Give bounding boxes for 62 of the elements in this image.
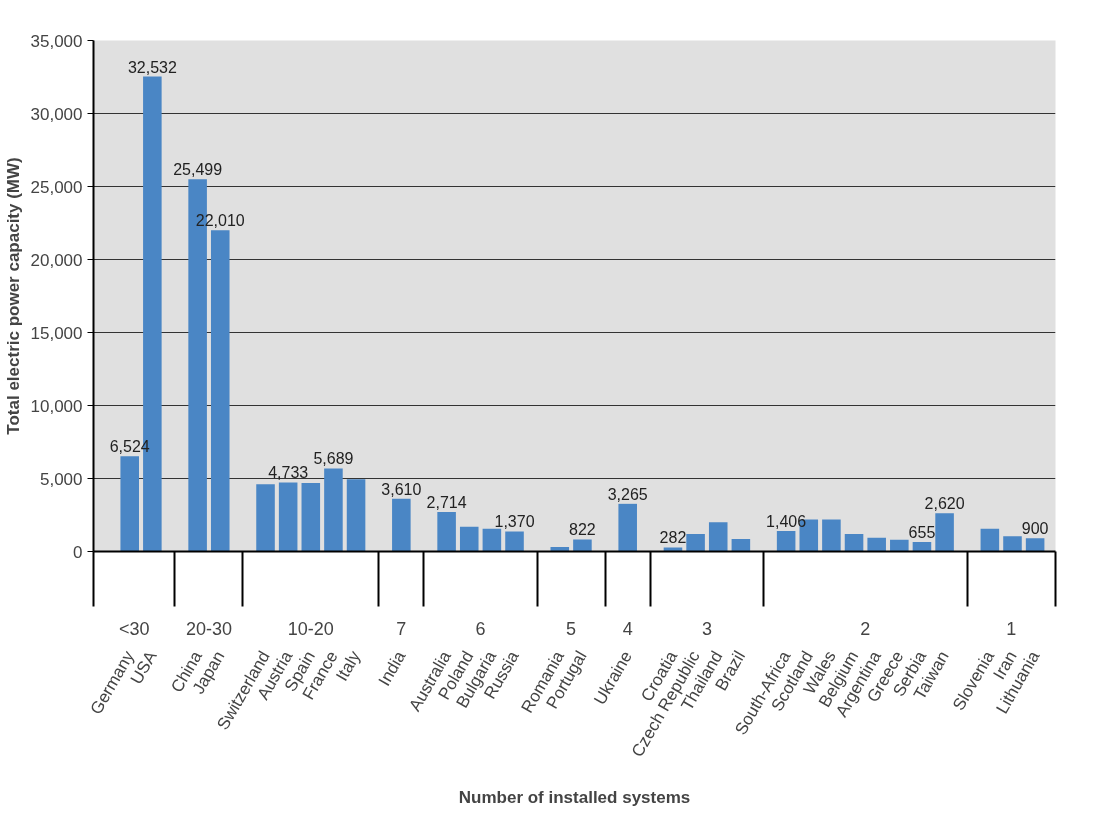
- y-tick-label: 10,000: [30, 396, 83, 416]
- text: 10-20: [287, 618, 334, 639]
- data-label: 5,689: [313, 450, 354, 468]
- text: 4: [622, 618, 633, 639]
- text: 3: [701, 618, 712, 639]
- bar: [708, 522, 728, 552]
- text: 20-30: [185, 618, 232, 639]
- bar: [505, 531, 524, 552]
- bar: [867, 537, 886, 552]
- y-tick-label: 5,000: [39, 469, 83, 489]
- bar: [912, 541, 932, 552]
- text: 5: [566, 618, 577, 639]
- y-tick-label: 25,000: [30, 177, 83, 197]
- bar: [459, 526, 479, 552]
- data-label: 3,265: [607, 485, 648, 503]
- text: 7: [396, 618, 407, 639]
- data-label: 32,532: [127, 58, 177, 76]
- bar: [278, 482, 298, 552]
- bar: [663, 547, 683, 552]
- data-label: 655: [908, 523, 936, 541]
- text: 2: [860, 618, 871, 639]
- y-tick-label: 30,000: [30, 104, 83, 124]
- text: <30: [118, 618, 150, 639]
- bar: [890, 539, 909, 552]
- data-label: 3,610: [381, 480, 422, 498]
- x-axis-title: Number of installed systems: [458, 788, 691, 808]
- bar: [980, 528, 1000, 552]
- bar: [776, 530, 796, 552]
- data-label: 2,714: [426, 493, 467, 511]
- bar: [256, 484, 275, 552]
- bar: [573, 539, 592, 552]
- data-label: 900: [1021, 520, 1049, 538]
- data-label: 4,733: [268, 464, 309, 482]
- bar: [346, 479, 366, 552]
- bar: [482, 528, 502, 552]
- bar: [120, 456, 139, 552]
- data-label: 822: [569, 521, 596, 539]
- bar: [844, 533, 864, 552]
- bar: [935, 513, 954, 552]
- y-tick-label: 15,000: [30, 323, 83, 343]
- bar: [822, 519, 841, 552]
- bar: [731, 539, 751, 552]
- y-tick-label: 20,000: [30, 250, 83, 270]
- bar: [324, 468, 343, 552]
- bar: [1025, 538, 1045, 552]
- bar: [301, 482, 321, 552]
- text: 6: [475, 618, 486, 639]
- y-axis-title: Total electric power capacity (MW): [3, 157, 23, 435]
- y-tick-label: 35,000: [30, 31, 83, 51]
- bar: [618, 503, 637, 552]
- data-label: 282: [659, 529, 687, 547]
- data-label: 1,406: [766, 512, 807, 530]
- data-label: 1,370: [494, 513, 535, 531]
- data-label: 2,620: [924, 495, 965, 513]
- data-label: 25,499: [173, 161, 223, 179]
- bar: [210, 230, 230, 552]
- bar: [686, 533, 705, 552]
- y-tick-label: 0: [73, 542, 83, 562]
- bar: [1003, 536, 1022, 552]
- text: 1: [1006, 618, 1017, 639]
- bar: [392, 498, 411, 552]
- bar: [437, 511, 456, 552]
